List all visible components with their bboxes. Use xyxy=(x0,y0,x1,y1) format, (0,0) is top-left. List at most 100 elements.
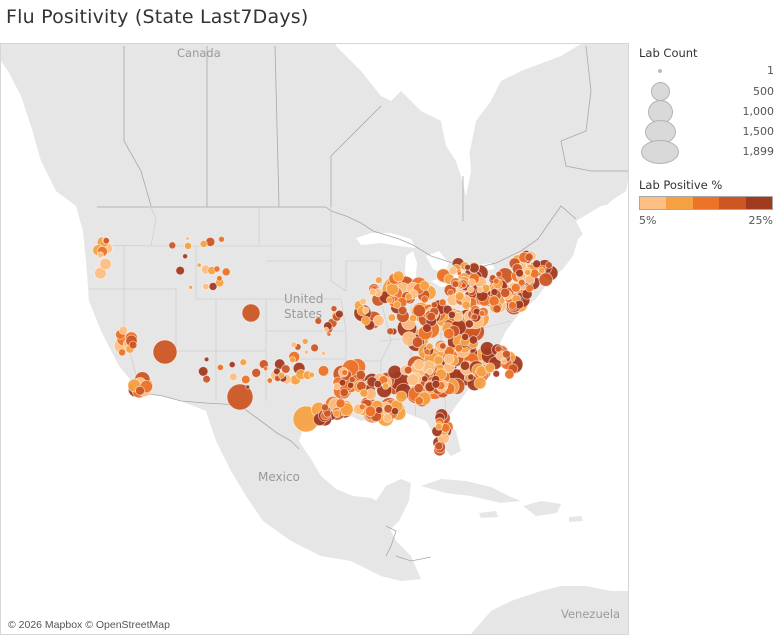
lab-point[interactable] xyxy=(421,375,429,383)
lab-point[interactable] xyxy=(335,309,344,319)
lab-point[interactable] xyxy=(135,385,145,396)
lab-point[interactable] xyxy=(118,348,127,357)
lab-point[interactable] xyxy=(341,369,349,376)
lab-point[interactable] xyxy=(333,382,341,391)
lab-point[interactable] xyxy=(500,287,511,298)
lab-point[interactable] xyxy=(476,285,484,294)
lab-point[interactable] xyxy=(330,305,338,313)
lab-point[interactable] xyxy=(277,371,286,379)
lab-point[interactable] xyxy=(434,441,444,451)
lab-point[interactable] xyxy=(387,313,396,322)
lab-point[interactable] xyxy=(202,374,211,384)
lab-point[interactable] xyxy=(245,384,251,390)
lab-point[interactable] xyxy=(422,323,432,333)
lab-point[interactable] xyxy=(501,349,511,359)
lab-point[interactable] xyxy=(241,303,261,323)
lab-point[interactable] xyxy=(456,271,462,276)
lab-point[interactable] xyxy=(467,278,477,287)
lab-point[interactable] xyxy=(218,235,225,243)
lab-point[interactable] xyxy=(538,272,554,287)
lab-point[interactable] xyxy=(175,265,185,276)
lab-point[interactable] xyxy=(320,350,327,356)
lab-point[interactable] xyxy=(517,278,526,287)
lab-point[interactable] xyxy=(99,257,112,271)
lab-point[interactable] xyxy=(439,342,447,350)
lab-point[interactable] xyxy=(251,367,262,378)
lab-point[interactable] xyxy=(447,310,456,319)
lab-point[interactable] xyxy=(423,348,431,356)
lab-point[interactable] xyxy=(464,319,474,329)
lab-point[interactable] xyxy=(508,300,517,310)
lab-point[interactable] xyxy=(430,301,438,309)
lab-point[interactable] xyxy=(386,296,393,304)
lab-point[interactable] xyxy=(387,364,403,380)
lab-point[interactable] xyxy=(182,253,189,260)
lab-point[interactable] xyxy=(494,345,502,353)
lab-point[interactable] xyxy=(228,361,236,369)
lab-point[interactable] xyxy=(168,241,177,250)
lab-point[interactable] xyxy=(152,339,178,365)
lab-point[interactable] xyxy=(406,373,420,387)
lab-point[interactable] xyxy=(216,275,223,282)
lab-point[interactable] xyxy=(348,376,356,384)
lab-point[interactable] xyxy=(373,379,382,389)
lab-point[interactable] xyxy=(495,270,503,278)
lab-point[interactable] xyxy=(467,373,475,381)
lab-point[interactable] xyxy=(382,413,393,423)
lab-point[interactable] xyxy=(102,237,110,245)
lab-point[interactable] xyxy=(460,282,467,289)
lab-point[interactable] xyxy=(199,239,208,248)
lab-point[interactable] xyxy=(281,364,291,374)
lab-point[interactable] xyxy=(362,306,370,314)
lab-point[interactable] xyxy=(413,359,425,371)
lab-point[interactable] xyxy=(266,377,273,384)
lab-point[interactable] xyxy=(538,266,546,274)
lab-point[interactable] xyxy=(239,358,248,367)
lab-point[interactable] xyxy=(303,349,309,355)
lab-point[interactable] xyxy=(203,356,210,363)
lab-point[interactable] xyxy=(397,305,408,316)
lab-point[interactable] xyxy=(443,328,455,340)
lab-point[interactable] xyxy=(188,284,194,290)
lab-point[interactable] xyxy=(335,398,346,409)
map-view[interactable]: Canada United States Mexico Venezuela © … xyxy=(0,43,629,635)
lab-point[interactable] xyxy=(184,235,190,241)
lab-point[interactable] xyxy=(386,327,395,336)
lab-point[interactable] xyxy=(451,280,460,288)
map-canvas[interactable] xyxy=(1,44,628,634)
lab-point[interactable] xyxy=(504,369,515,380)
lab-point[interactable] xyxy=(468,335,478,345)
lab-point[interactable] xyxy=(413,383,424,394)
lab-point[interactable] xyxy=(490,288,499,296)
lab-point[interactable] xyxy=(360,315,371,326)
lab-point[interactable] xyxy=(332,409,341,418)
lab-point[interactable] xyxy=(308,371,315,379)
lab-point[interactable] xyxy=(404,292,413,301)
lab-point[interactable] xyxy=(403,365,413,375)
lab-point[interactable] xyxy=(310,343,319,353)
lab-point[interactable] xyxy=(447,288,454,296)
lab-point[interactable] xyxy=(466,285,475,294)
lab-point[interactable] xyxy=(381,382,390,390)
map-attribution[interactable]: © 2026 Mapbox © OpenStreetMap xyxy=(3,617,175,633)
lab-point[interactable] xyxy=(289,356,296,364)
lab-point[interactable] xyxy=(492,369,501,378)
lab-point[interactable] xyxy=(412,304,426,318)
lab-point[interactable] xyxy=(510,282,521,293)
lab-point[interactable] xyxy=(358,403,366,411)
lab-point[interactable] xyxy=(448,266,458,276)
lab-point[interactable] xyxy=(492,304,502,314)
lab-point[interactable] xyxy=(320,403,329,412)
lab-point[interactable] xyxy=(461,300,471,310)
lab-point[interactable] xyxy=(338,378,347,387)
lab-point[interactable] xyxy=(478,309,486,317)
lab-point[interactable] xyxy=(359,388,369,398)
lab-point[interactable] xyxy=(459,360,471,371)
lab-point[interactable] xyxy=(314,317,323,325)
lab-point[interactable] xyxy=(183,241,192,250)
lab-point[interactable] xyxy=(525,284,534,293)
lab-point[interactable] xyxy=(454,344,463,353)
lab-point[interactable] xyxy=(426,368,434,376)
lab-point[interactable] xyxy=(393,300,402,309)
lab-point[interactable] xyxy=(323,326,329,333)
